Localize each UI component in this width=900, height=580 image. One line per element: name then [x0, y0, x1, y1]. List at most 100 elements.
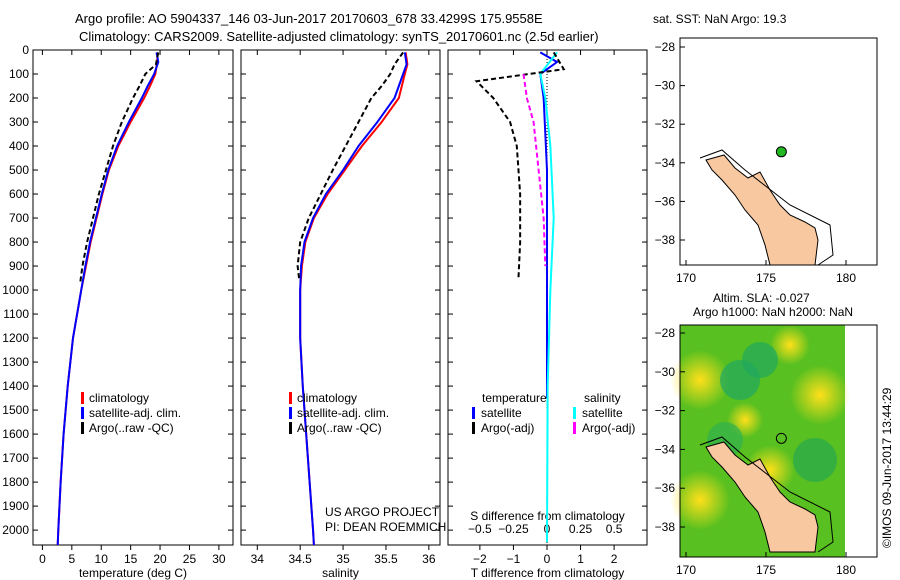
sla-high-blob: [670, 470, 730, 530]
sal-legend-label: climatology: [297, 391, 357, 405]
sla-lat-label: −38: [655, 520, 676, 534]
sal-series-climatology: [299, 52, 409, 546]
project-pi: PI: DEAN ROEMMICH: [325, 520, 447, 534]
sst-map-title: sat. SST: NaN Argo: 19.3: [653, 12, 787, 26]
title-line2: Climatology: CARS2009. Satellite-adjuste…: [79, 29, 599, 44]
sal-xtick-label: 36: [422, 552, 436, 566]
sla-low-blob: [742, 342, 778, 378]
diff-series-s-satellite: [539, 51, 558, 543]
title-line1: Argo profile: AO 5904337_146 03-Jun-2017…: [75, 11, 543, 26]
temp-xtick-label: 30: [212, 552, 226, 566]
temp-legend-label: climatology: [89, 391, 149, 405]
sla-frame: [679, 324, 878, 558]
diff-legend-swatch: [573, 422, 576, 434]
sal-legend-swatch: [289, 392, 292, 404]
temp-xtick-label: 20: [153, 552, 167, 566]
sla-map-title1: Altim. SLA: -0.027: [713, 291, 810, 305]
depth-tick-label: 2000: [2, 523, 29, 537]
sla-low-blob: [793, 438, 837, 482]
sal-legend-swatch: [289, 422, 292, 434]
sla-isobath: [699, 436, 834, 553]
sst-float-marker: [775, 146, 787, 158]
temp-xtick-label: 10: [95, 552, 109, 566]
sla-lon-label: 180: [836, 563, 856, 577]
temp-xtick-label: 25: [183, 552, 197, 566]
depth-tick-label: 1900: [2, 499, 29, 513]
depth-tick-label: 200: [9, 91, 29, 105]
sal-xlabel: salinity: [322, 566, 359, 580]
depth-tick-label: 1100: [3, 307, 29, 321]
diff-xtick-label: −2: [473, 552, 487, 566]
depth-tick-label: 600: [9, 187, 29, 201]
sdiff-tick-label: 0.5: [606, 522, 623, 536]
diff-series-t-satellite: [539, 51, 559, 399]
sla-lon-label: 170: [676, 563, 696, 577]
sdiff-tick-label: 0.25: [569, 522, 593, 536]
sla-land: [705, 441, 819, 553]
sst-lat-label: −36: [655, 194, 676, 208]
depth-tick-label: 1000: [2, 283, 29, 297]
diff-xtick-label: 2: [611, 552, 618, 566]
temp-legend-swatch: [81, 407, 84, 419]
sst-lat-label: −34: [655, 156, 676, 170]
sal-legend-label: satellite-adj. clim.: [297, 406, 389, 420]
temp-legend-swatch: [81, 422, 84, 434]
sla-high-blob: [770, 325, 810, 365]
depth-tick-label: 1800: [2, 475, 29, 489]
sla-map: [670, 324, 878, 558]
legend-header-salinity: salinity: [584, 391, 621, 405]
sla-lat-label: −32: [655, 404, 676, 418]
depth-tick-label: 300: [9, 115, 29, 129]
temp-series-climatology: [56, 52, 159, 546]
sst-isobath: [699, 149, 834, 266]
sst-lat-label: −32: [655, 117, 676, 131]
diff-xtick-label: 1: [577, 552, 584, 566]
sal-legend-label: Argo(..raw -QC): [297, 421, 382, 435]
depth-tick-label: 900: [9, 259, 29, 273]
depth-tick-label: 100: [9, 67, 29, 81]
diff-legend-label: satellite: [481, 406, 522, 420]
sst-lat-label: −38: [655, 233, 676, 247]
sal-xtick-label: 35: [336, 552, 350, 566]
sal-series-argo-raw-qc-: [296, 51, 404, 281]
diff-series-t-argo-adj-: [474, 51, 566, 279]
diff-legend-label: Argo(-adj): [481, 421, 534, 435]
temp-series-satellite-adj-clim-: [56, 52, 160, 546]
temp-legend-label: Argo(..raw -QC): [89, 421, 174, 435]
sla-lat-label: −30: [655, 365, 676, 379]
sal-series-satellite-adj-clim-: [299, 52, 408, 546]
temp-xtick-label: 5: [68, 552, 75, 566]
sdiff-tick-label: −0.5: [468, 522, 492, 536]
depth-tick-label: 1500: [2, 403, 29, 417]
depth-tick-label: 0: [22, 43, 29, 57]
depth-tick-label: 400: [9, 139, 29, 153]
diff-series-s-argo-adj-: [522, 73, 547, 267]
sla-lat-label: −36: [655, 481, 676, 495]
sla-high-blob: [670, 350, 730, 410]
sst-land: [705, 154, 819, 266]
sst-lon-label: 175: [756, 271, 776, 285]
depth-tick-label: 1200: [2, 331, 29, 345]
sal-legend-swatch: [289, 407, 292, 419]
sal-xtick-label: 34.5: [289, 552, 313, 566]
sdiff-tick-label: −0.25: [498, 522, 529, 536]
sst-lon-label: 180: [836, 271, 856, 285]
diff-xtick-label: −1: [507, 552, 521, 566]
diff-legend-label: satellite: [582, 406, 623, 420]
sst-lat-label: −28: [655, 40, 676, 54]
depth-tick-label: 1300: [2, 355, 29, 369]
depth-tick-label: 1700: [2, 451, 29, 465]
sal-axes-box: [240, 49, 441, 546]
temp-series-argo-raw-qc-: [79, 52, 160, 285]
temp-xtick-label: 0: [39, 552, 46, 566]
legend-header-temperature: temperature: [482, 391, 547, 405]
project-name: US ARGO PROJECT: [325, 505, 440, 519]
sst-frame: [679, 37, 878, 266]
temp-legend-label: satellite-adj. clim.: [89, 406, 181, 420]
temp-legend-swatch: [81, 392, 84, 404]
sla-float-marker: [775, 432, 787, 444]
diff-xlabel: T difference from climatology: [471, 566, 625, 580]
sla-high-blob: [790, 365, 850, 425]
